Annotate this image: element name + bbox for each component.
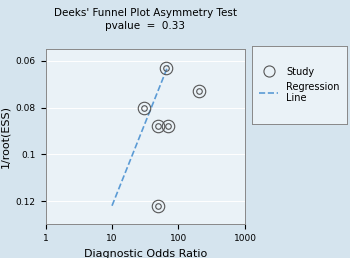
Y-axis label: 1/root(ESS): 1/root(ESS): [0, 105, 10, 168]
Legend: Study, Regression
Line: Study, Regression Line: [255, 63, 343, 107]
X-axis label: Diagnostic Odds Ratio: Diagnostic Odds Ratio: [84, 249, 207, 258]
Text: Deeks' Funnel Plot Asymmetry Test: Deeks' Funnel Plot Asymmetry Test: [54, 8, 237, 18]
Text: pvalue  =  0.33: pvalue = 0.33: [105, 21, 185, 31]
